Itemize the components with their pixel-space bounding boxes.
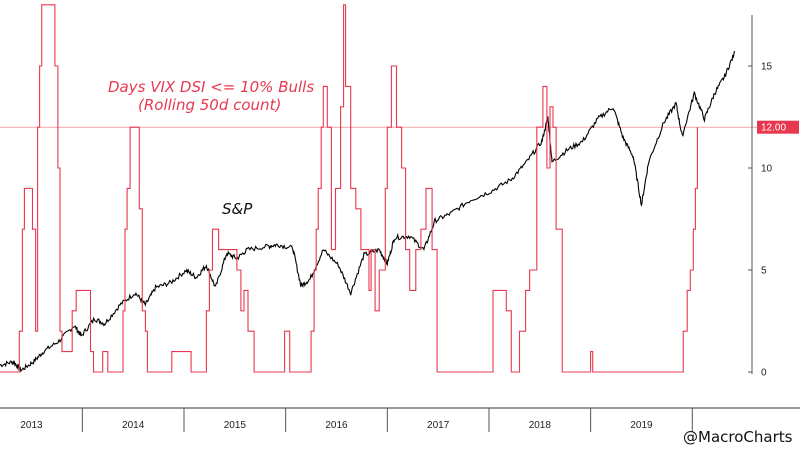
dsi-series-line <box>0 4 698 373</box>
x-tick-label: 2016 <box>325 420 348 431</box>
annotation-title-line2: (Rolling 50d count) <box>138 96 281 114</box>
annotation-title-line1: Days VIX DSI <= 10% Bulls <box>108 78 314 96</box>
x-axis-years: 2013 2014 2015 2016 2017 2018 2019 <box>0 407 800 432</box>
credit-label: @MacroCharts <box>683 428 793 446</box>
x-tick-label: 2019 <box>630 420 653 431</box>
y-tick-label: 15 <box>761 62 773 73</box>
x-tick-label: 2015 <box>224 420 247 431</box>
x-tick-label: 2013 <box>20 420 43 431</box>
y-tick-label: 10 <box>761 164 773 175</box>
y-tick-label: 5 <box>761 266 767 277</box>
x-tick-label: 2018 <box>529 420 552 431</box>
sp-series-line <box>0 50 736 373</box>
sp-series-label: S&P <box>222 200 253 218</box>
y-tick-label: 0 <box>761 368 767 379</box>
x-tick-label: 2014 <box>122 420 145 431</box>
reference-value-label: 12.00 <box>761 123 786 134</box>
reference-value-badge <box>757 120 799 134</box>
y-axis-ticks: 0 5 10 15 <box>748 15 773 379</box>
x-tick-label: 2017 <box>427 420 450 431</box>
